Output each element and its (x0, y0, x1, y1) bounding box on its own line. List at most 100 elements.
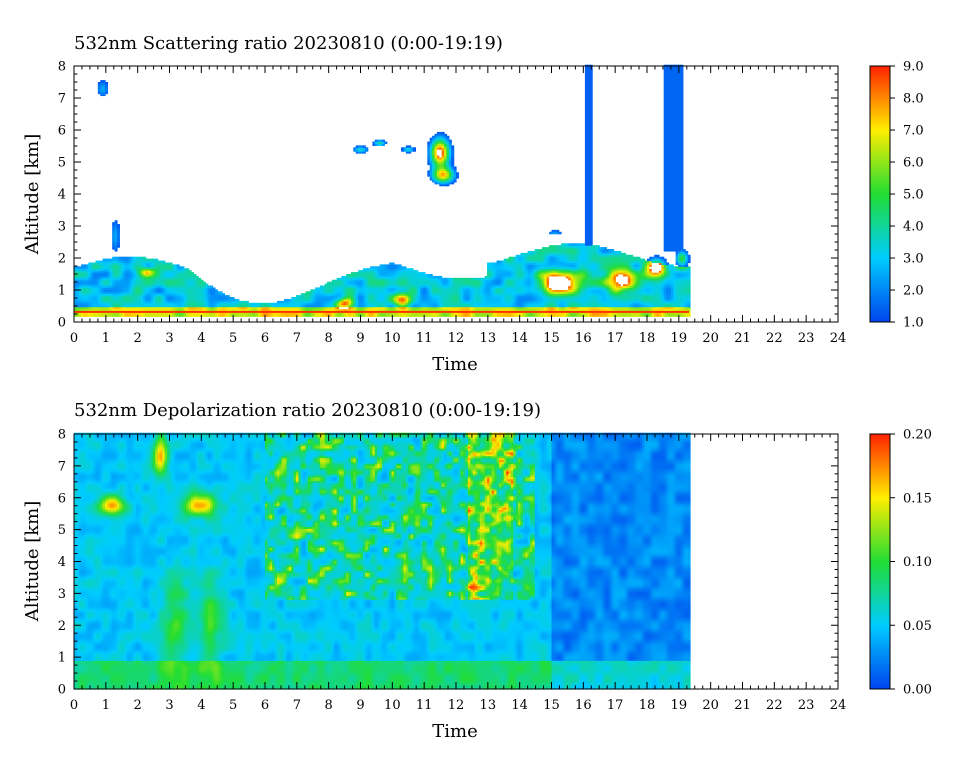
heatmap-cell (78, 308, 82, 312)
heatmap-cell (102, 82, 106, 85)
heatmap-cell (174, 264, 178, 267)
heatmap-cell (243, 300, 247, 304)
heatmap-cell (253, 314, 257, 317)
heatmap-cell (159, 283, 163, 287)
heatmap-cell (162, 300, 166, 304)
heatmap-cell (105, 85, 109, 89)
heatmap-cell (179, 302, 183, 306)
heatmap-cell (222, 302, 226, 306)
heatmap-cell (107, 295, 111, 298)
heatmap-cell (262, 306, 266, 310)
heatmap-cell (186, 275, 190, 279)
heatmap-cell (212, 314, 216, 317)
heatmap-cell (238, 308, 242, 312)
heatmap-cell (102, 300, 106, 304)
heatmap-cell (296, 302, 300, 306)
heatmap-cell (116, 285, 120, 289)
heatmap-cell (202, 306, 206, 310)
heatmap-cell (85, 302, 89, 306)
heatmap-cell (183, 297, 187, 300)
heatmap-cell (245, 302, 249, 306)
heatmap-cell (310, 295, 314, 298)
heatmap-cell (114, 233, 118, 237)
heatmap-cell (222, 314, 226, 317)
heatmap-cell (145, 287, 149, 290)
heatmap-cell (114, 226, 118, 229)
heatmap-cell (100, 87, 104, 91)
heatmap-cell (140, 268, 144, 271)
heatmap-cell (90, 304, 94, 308)
heatmap-cell (100, 272, 104, 275)
heatmap-cell (140, 306, 144, 310)
heatmap-cell (140, 293, 144, 296)
heatmap-cell (116, 241, 120, 244)
heatmap-cell (119, 306, 123, 310)
heatmap-cell (128, 266, 132, 269)
heatmap-cell (190, 306, 194, 310)
heatmap-cell (112, 260, 116, 264)
heatmap-cell (183, 285, 187, 289)
heatmap-cell (143, 277, 147, 281)
heatmap-cell (105, 308, 109, 312)
heatmap-cell (97, 287, 101, 290)
heatmap-cell (207, 289, 211, 292)
heatmap-cell (107, 258, 111, 262)
heatmap-cell (90, 308, 94, 312)
heatmap-cell (93, 298, 97, 302)
heatmap-cell (126, 298, 130, 302)
heatmap-cell (243, 314, 247, 317)
heatmap-cell (181, 268, 185, 271)
heatmap-cell (167, 300, 171, 304)
heatmap-cell (140, 308, 144, 312)
heatmap-cell (133, 289, 137, 292)
heatmap-cell (100, 82, 104, 85)
heatmap-cell (186, 277, 190, 281)
heatmap-cell (265, 304, 268, 308)
heatmap-cell (183, 314, 187, 317)
heatmap-cell (279, 306, 283, 310)
heatmap-cell (112, 314, 116, 317)
heatmap-cell (169, 293, 173, 296)
heatmap-cell (140, 297, 144, 300)
heatmap-cell (136, 312, 140, 315)
heatmap-cell (167, 281, 171, 285)
heatmap-cell (195, 302, 199, 306)
heatmap-cell (148, 289, 151, 292)
heatmap-cell (119, 293, 123, 296)
heatmap-cell (112, 304, 116, 308)
heatmap-cell (200, 302, 204, 306)
heatmap-cell (188, 287, 192, 290)
heatmap-cell (164, 277, 168, 281)
heatmap-cell (164, 281, 168, 285)
heatmap-cell (138, 295, 142, 298)
heatmap-cell (136, 295, 140, 298)
heatmap-cell (190, 291, 194, 294)
heatmap-cell (186, 312, 190, 315)
heatmap-cell (148, 260, 151, 264)
heatmap-cell (152, 297, 156, 300)
heatmap-cell (85, 272, 89, 275)
heatmap-cell (119, 291, 123, 294)
heatmap-cell (167, 297, 171, 300)
heatmap-cell (102, 312, 106, 315)
heatmap-cell (181, 306, 185, 310)
heatmap-cell (116, 233, 120, 237)
heatmap-cell (143, 312, 147, 315)
heatmap-cell (121, 289, 125, 292)
heatmap-cell (102, 258, 106, 262)
heatmap-cell (136, 281, 140, 285)
heatmap-cell (157, 275, 161, 279)
heatmap-cell (198, 279, 202, 283)
heatmap-cell (176, 291, 180, 294)
heatmap-cell (119, 258, 123, 262)
heatmap-cell (159, 277, 163, 281)
heatmap-cell (128, 283, 132, 287)
heatmap-cell (140, 283, 144, 287)
heatmap-cell (181, 279, 185, 283)
heatmap-cell (155, 304, 159, 308)
heatmap-cell (298, 304, 302, 308)
heatmap-cell (81, 277, 85, 281)
heatmap-cell (102, 285, 106, 289)
heatmap-cell (176, 285, 180, 289)
heatmap-cell (131, 275, 135, 279)
